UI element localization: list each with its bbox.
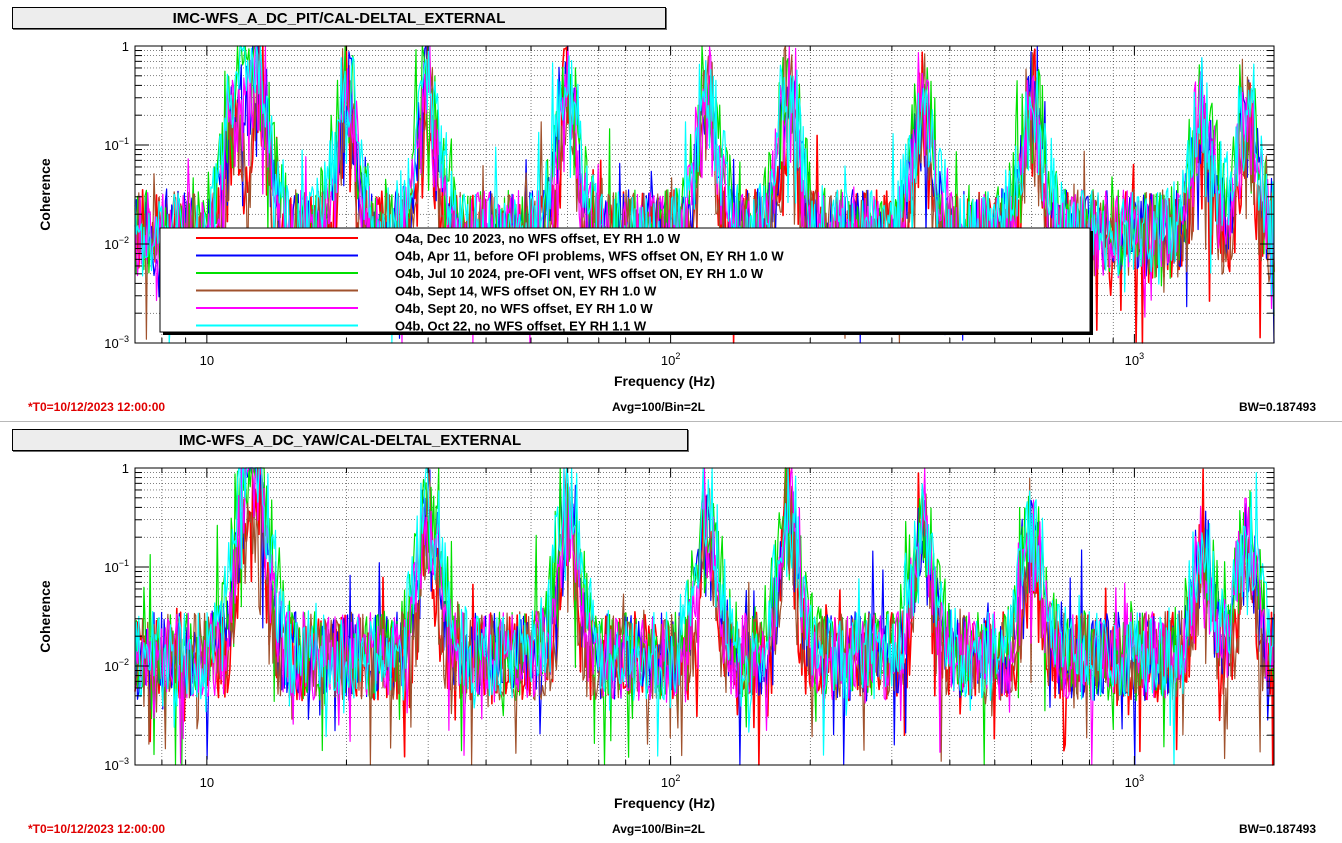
y-axis-label: Coherence: [37, 580, 53, 653]
legend-entry-3: O4b, Sept 14, WFS offset ON, EY RH 1.0 W: [395, 284, 657, 299]
legend-box: [159, 227, 1091, 333]
y-axis-label: Coherence: [37, 158, 53, 231]
yaw-title: IMC-WFS_A_DC_YAW/CAL-DELTAL_EXTERNAL: [12, 429, 688, 451]
yaw-t0-label: *T0=10/12/2023 12:00:00: [28, 822, 166, 836]
y-tick-label: 1: [122, 461, 129, 476]
plot-frame: [134, 45, 1275, 344]
pit-avg-label: Avg=100/Bin=2L: [612, 400, 705, 414]
yaw-avg-label: Avg=100/Bin=2L: [612, 822, 705, 836]
x-tick-label: 103: [1125, 351, 1144, 368]
y-tick-label: 10−1: [104, 558, 129, 575]
series-line-5: [134, 45, 1275, 344]
series-line-2: [134, 467, 1275, 766]
legend-entry-5: O4b, Oct 22, no WFS offset, EY RH 1.1 W: [395, 319, 647, 334]
yaw-bw-label: BW=0.187493: [1238, 822, 1316, 836]
x-axis-label: Frequency (Hz): [614, 373, 715, 389]
x-tick-label: 102: [661, 773, 680, 790]
y-tick-label: 1: [122, 39, 129, 54]
legend-entry-4: O4b, Sept 20, no WFS offset, EY RH 1.0 W: [395, 301, 653, 316]
x-tick-label: 10: [200, 775, 214, 790]
x-axis-label: Frequency (Hz): [614, 795, 715, 811]
y-tick-label: 10−3: [104, 756, 129, 773]
y-tick-label: 10−3: [104, 334, 129, 351]
y-tick-label: 10−1: [104, 136, 129, 153]
legend-entry-0: O4a, Dec 10 2023, no WFS offset, EY RH 1…: [395, 231, 681, 246]
pit-t0-label: *T0=10/12/2023 12:00:00: [28, 400, 166, 414]
plot-frame: [134, 467, 1275, 766]
x-tick-label: 103: [1125, 773, 1144, 790]
yaw-coherence-plot: 10 102 103 10−3 10−2 10−1 1 Frequency (Hz) Coher…: [37, 461, 1275, 811]
pit-title: IMC-WFS_A_DC_PIT/CAL-DELTAL_EXTERNAL: [12, 7, 666, 29]
y-tick-label: 10−2: [104, 657, 129, 674]
pit-coherence-plot: 10 102 103 10−3 10−2 10−1 1 Frequency (Hz) Coher…: [37, 39, 1275, 389]
yaw-panel: IMC-WFS_A_DC_YAW/CAL-DELTAL_EXTERNAL 10 1…: [0, 422, 1342, 843]
pit-bw-label: BW=0.187493: [1238, 400, 1316, 414]
pit-panel: IMC-WFS_A_DC_PIT/CAL-DELTAL_EXTERNAL 10 1…: [0, 7, 1342, 422]
x-tick-label: 10: [200, 353, 214, 368]
x-tick-label: 102: [661, 351, 680, 368]
legend-entry-1: O4b, Apr 11, before OFI problems, WFS of…: [395, 249, 784, 264]
series-line-5: [134, 467, 1275, 766]
legend-entry-2: O4b, Jul 10 2024, pre-OFI vent, WFS offs…: [395, 266, 764, 281]
y-tick-label: 10−2: [104, 235, 129, 252]
